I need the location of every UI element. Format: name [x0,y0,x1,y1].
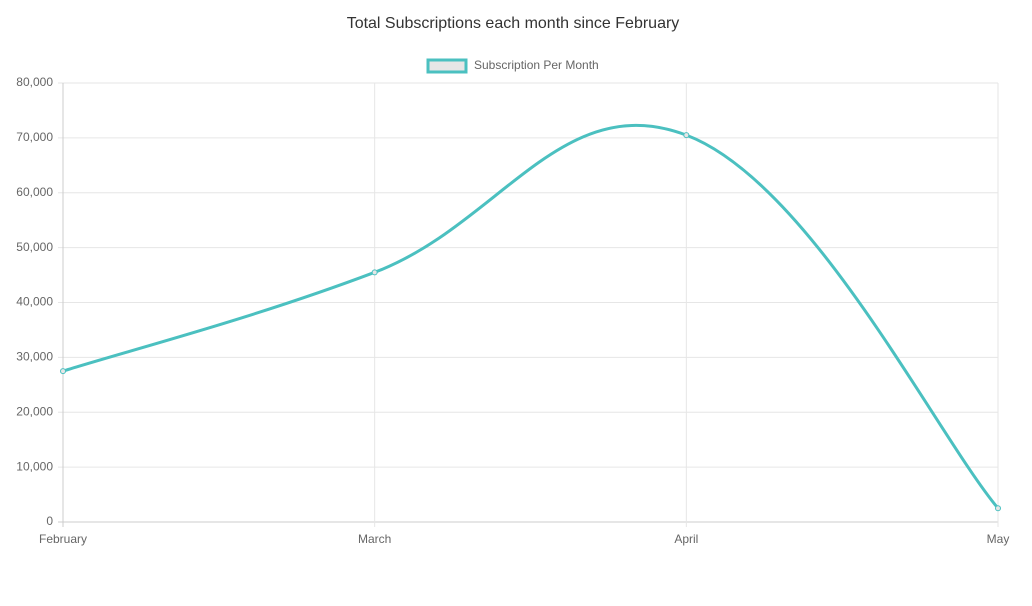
x-tick-label: February [39,532,87,546]
y-tick-label: 20,000 [16,404,53,418]
point [371,269,378,276]
y-tick-label: 30,000 [16,350,53,364]
y-tick-label: 10,000 [16,459,53,473]
y-tick-label: 80,000 [16,75,53,89]
x-tick-label: May [987,532,1010,546]
chart-title: Total Subscriptions each month since Feb… [347,15,680,32]
y-tick-label: 50,000 [16,240,53,254]
y-tick-label: 70,000 [16,130,53,144]
y-tick-label: 60,000 [16,185,53,199]
point [683,132,690,139]
legend-label: Subscription Per Month [474,58,599,72]
point [995,505,1001,512]
y-tick-label: 40,000 [16,295,53,309]
y-tick-label: 0 [46,514,53,528]
line [62,123,1000,510]
x-tick-label: March [358,532,391,546]
point [60,368,66,375]
legend-swatch [426,58,468,74]
x-tick-label: April [674,532,698,546]
